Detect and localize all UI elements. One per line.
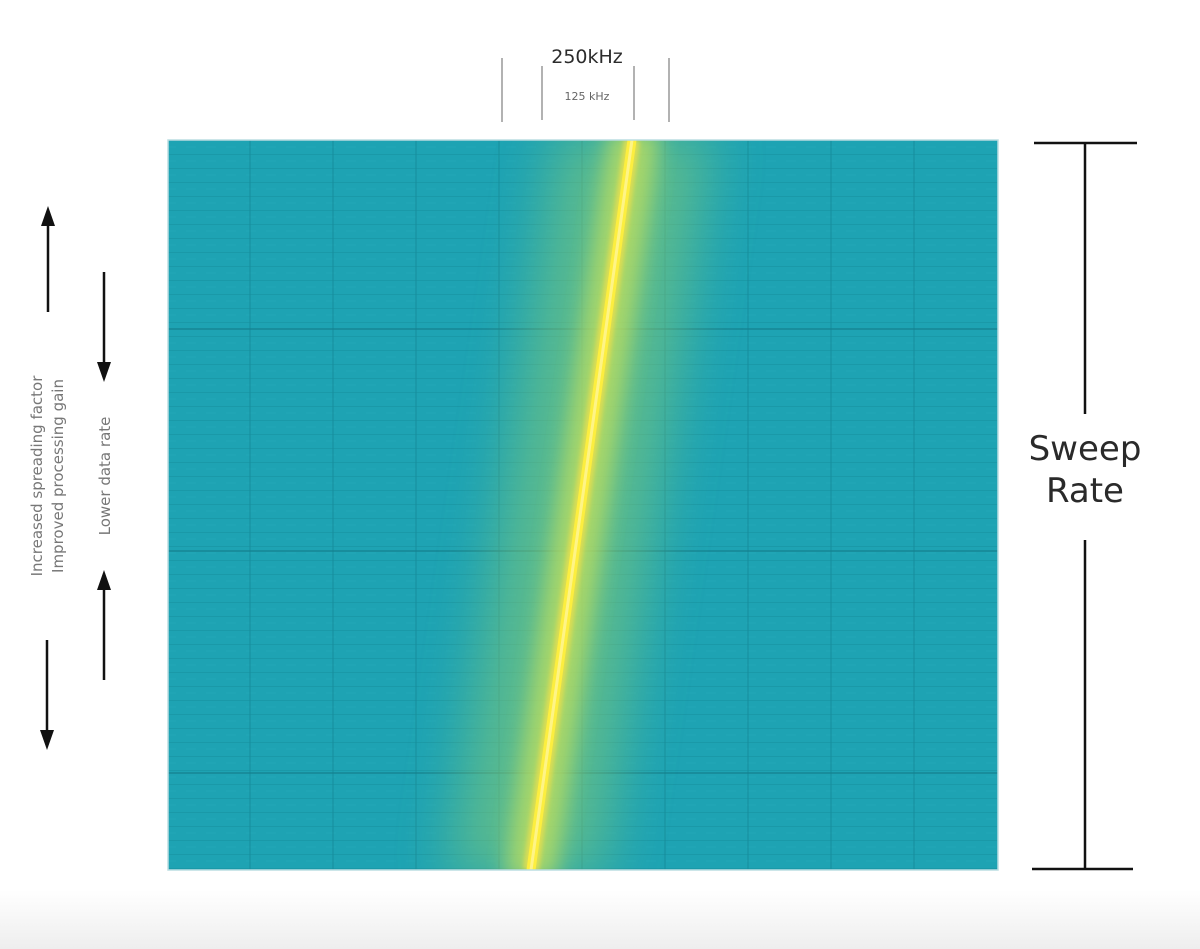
bandwidth-250-label: 250kHz bbox=[551, 46, 623, 68]
up-arrow-head bbox=[41, 206, 55, 226]
bottom-fade bbox=[0, 890, 1200, 949]
down-arrow-head bbox=[40, 730, 54, 750]
spreading-arrows bbox=[40, 206, 55, 750]
bandwidth-markers bbox=[501, 58, 670, 122]
spectrogram-border bbox=[167, 139, 999, 871]
sweep-rate-bracket bbox=[1032, 141, 1137, 871]
bandwidth-125-label: 125 kHz bbox=[565, 90, 610, 103]
up-arrow-head-2 bbox=[97, 570, 111, 590]
spreading-factor-label: Increased spreading factor bbox=[28, 375, 46, 577]
processing-gain-label: Improved processing gain bbox=[49, 379, 67, 573]
data-rate-label: Lower data rate bbox=[96, 417, 114, 536]
down-arrow-head-2 bbox=[97, 362, 111, 382]
chirp-highlight bbox=[529, 140, 634, 870]
rate-label: Rate bbox=[1046, 471, 1124, 511]
spectrogram-panel bbox=[168, 140, 998, 870]
sweep-label: Sweep bbox=[1029, 429, 1142, 469]
data-rate-arrows bbox=[97, 272, 111, 680]
